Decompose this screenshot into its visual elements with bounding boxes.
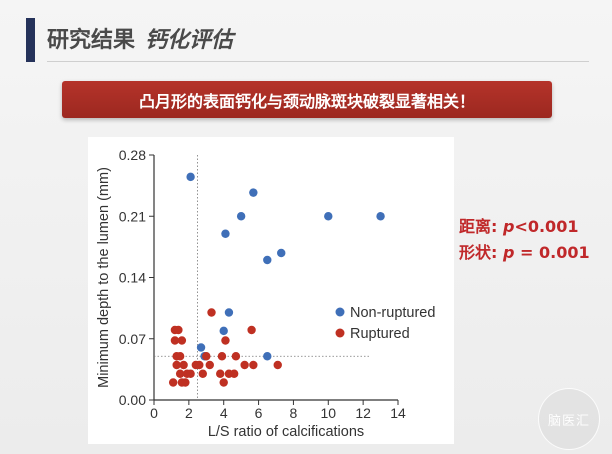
ruptured-point [168, 378, 178, 387]
scatter-chart: 0 2 4 6 8 10 12 14 0.00 0.07 0.14 0.21 0.28 L/S ratio… [96, 147, 435, 440]
title-accent-bar [26, 18, 35, 62]
ruptured-point [175, 352, 185, 361]
y-axis-label: Minimum depth to the lumen (mm) [96, 167, 112, 388]
ruptured-point [273, 360, 282, 370]
conclusion-banner: 凸月形的表面钙化与颈动脉斑块破裂显著相关！ [62, 81, 552, 118]
x-tick-label: 10 [320, 405, 336, 421]
non-ruptured-point [221, 229, 230, 238]
slide-title-section: 钙化评估 [145, 28, 234, 53]
x-tick-label: 14 [390, 405, 406, 421]
non-ruptured-point [277, 248, 286, 258]
ruptured-point [249, 360, 258, 370]
ruptured-point [217, 352, 227, 361]
y-tick-label: 0.14 [119, 270, 146, 286]
ruptured-point [231, 352, 241, 361]
shape-stat: 形状: p = 0.001 [459, 240, 590, 266]
ruptured-point [202, 352, 211, 361]
y-tick-label: 0.07 [119, 331, 146, 347]
ruptured-point [179, 360, 188, 370]
ruptured-point [175, 369, 185, 378]
ruptured-point [172, 360, 181, 370]
non-ruptured-point [263, 352, 272, 361]
ruptured-point [195, 360, 204, 370]
x-tick-label: 0 [150, 405, 158, 421]
non-ruptured-point [324, 212, 333, 221]
ruptured-point [247, 325, 256, 335]
y-tick-label: 0.00 [119, 392, 146, 408]
distance-p-symbol: p [502, 217, 515, 236]
ruptured-point [205, 360, 214, 370]
legend-label-non-ruptured: Non-ruptured [350, 305, 435, 321]
legend-label-ruptured: Ruptured [350, 326, 410, 342]
legend-marker-ruptured [335, 328, 345, 338]
scatter-chart-panel: 0 2 4 6 8 10 12 14 0.00 0.07 0.14 0.21 0.28 L/S ratio… [88, 137, 454, 444]
x-tick-label: 4 [220, 405, 228, 421]
ruptured-point [181, 378, 190, 387]
legend-marker-non-ruptured [335, 307, 345, 317]
non-ruptured-point [249, 188, 258, 197]
ruptured-point [221, 336, 230, 345]
x-tick-label: 8 [290, 405, 298, 421]
y-tick-label: 0.28 [119, 147, 146, 163]
shape-p-symbol: p [502, 243, 515, 262]
x-axis-label: L/S ratio of calcifications [208, 424, 364, 440]
x-tick-label: 2 [185, 405, 193, 421]
non-ruptured-point [196, 343, 206, 352]
title-divider [47, 61, 589, 62]
ruptured-point [240, 360, 249, 370]
ruptured-point [219, 378, 228, 387]
ruptured-point [229, 369, 239, 378]
ruptured-point [186, 369, 195, 378]
shape-p-value: = 0.001 [514, 243, 590, 262]
non-ruptured-point [224, 308, 234, 317]
ruptured-point [216, 369, 225, 378]
statistics-summary: 距离: p<0.001 形状: p = 0.001 [459, 214, 590, 266]
slide-title-main: 研究结果 [47, 28, 136, 53]
ruptured-point [198, 369, 207, 378]
non-ruptured-point [236, 212, 246, 221]
non-ruptured-point [219, 326, 228, 336]
non-ruptured-point [376, 212, 385, 221]
shape-stat-label: 形状: [459, 243, 503, 262]
watermark-logo: 脑医汇 [538, 388, 600, 450]
slide-title: 研究结果 钙化评估 [47, 22, 233, 54]
watermark-text: 脑医汇 [547, 413, 590, 429]
conclusion-banner-text: 凸月形的表面钙化与颈动脉斑块破裂显著相关！ [138, 91, 475, 111]
x-tick-label: 6 [255, 405, 263, 421]
distance-p-value: <0.001 [514, 217, 579, 236]
distance-stat-label: 距离: [459, 217, 503, 236]
x-tick-label: 12 [355, 405, 371, 421]
ruptured-point [207, 308, 216, 317]
y-tick-label: 0.21 [119, 208, 146, 224]
non-ruptured-point [263, 255, 272, 265]
ruptured-point [174, 325, 183, 335]
ruptured-point [170, 336, 180, 345]
ruptured-point [177, 336, 187, 345]
non-ruptured-point [186, 172, 195, 182]
distance-stat: 距离: p<0.001 [459, 214, 590, 240]
